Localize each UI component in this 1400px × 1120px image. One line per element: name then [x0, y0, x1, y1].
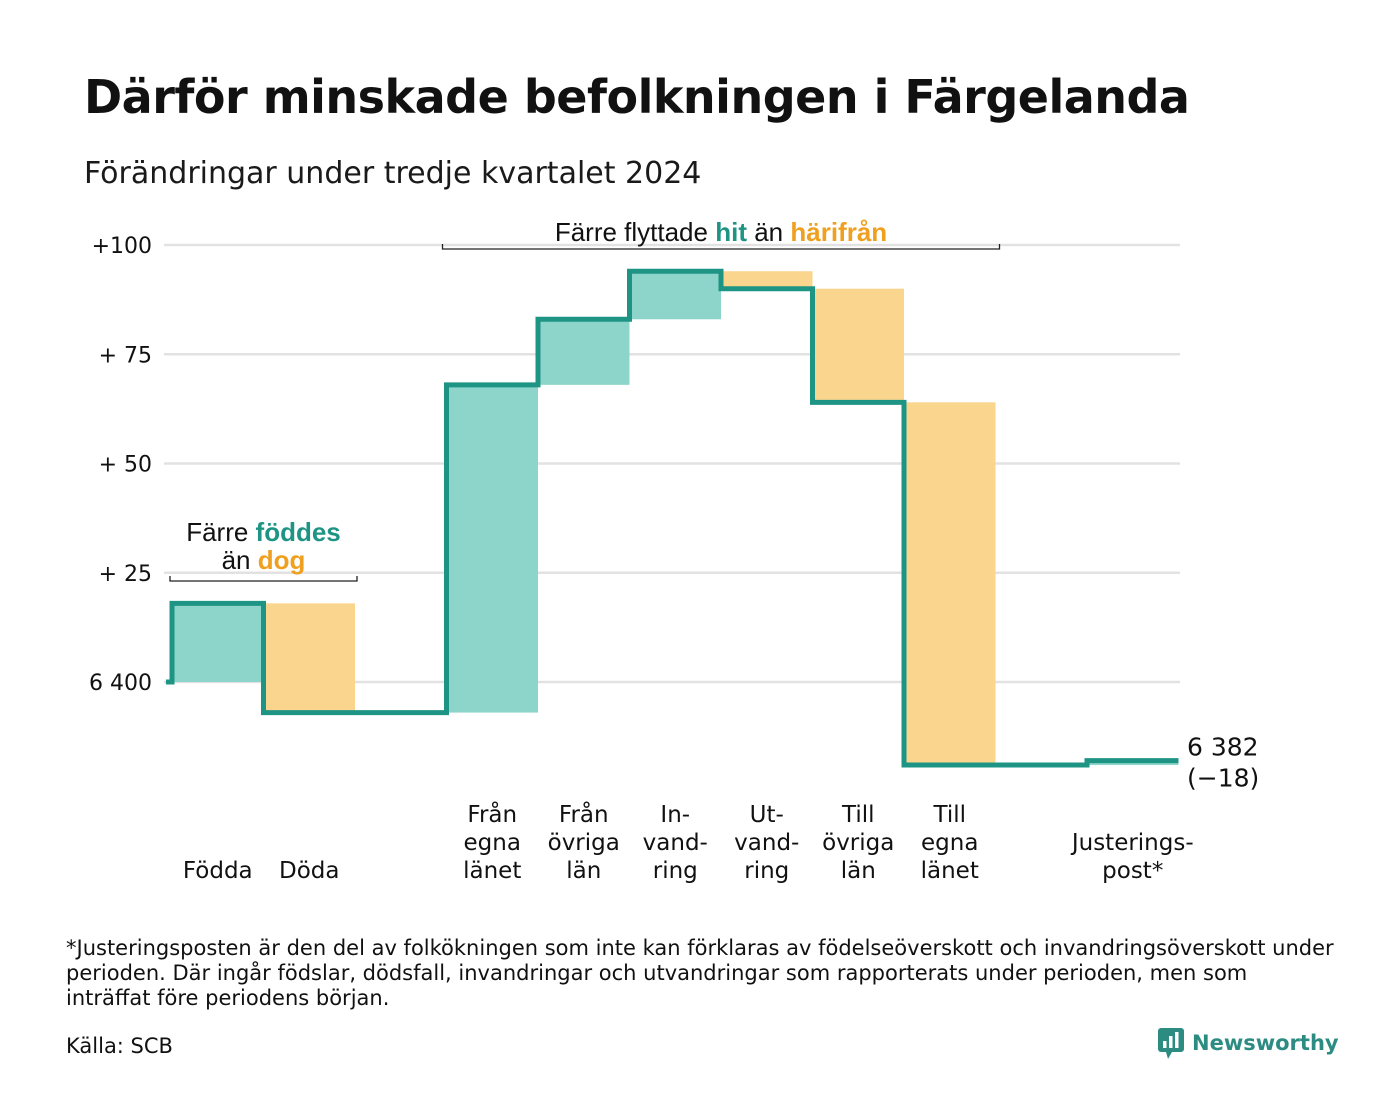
y-tick-label: +100 [92, 234, 152, 259]
bar-increase [538, 319, 630, 385]
category-label: övriga [548, 830, 620, 856]
category-label: länet [463, 858, 521, 884]
category-label: länet [921, 858, 979, 884]
bar-decrease [721, 271, 813, 289]
annotation-text: Färre flyttade hit än härifrån [555, 217, 887, 247]
bar-decrease [904, 402, 996, 766]
category-label: post* [1102, 858, 1163, 884]
y-tick-label: + 75 [99, 343, 152, 368]
footnote: *Justeringsposten är den del av folkökni… [66, 936, 1334, 1010]
y-tick-label: 6 400 [89, 671, 152, 696]
category-label: egna [464, 830, 521, 856]
cumulative-step-line [166, 268, 1179, 768]
annotation-text: Färre föddes [186, 517, 341, 547]
category-label: ring [744, 858, 789, 884]
y-tick-label: + 50 [99, 453, 152, 478]
end-value-label: 6 382 [1187, 733, 1259, 762]
source-credit: Källa: SCB [66, 1034, 173, 1058]
category-label: In- [660, 802, 690, 828]
bar-chart-bubble-icon [1158, 1028, 1184, 1059]
brand-logo: Newsworthy [1158, 1026, 1339, 1060]
brand-name: Newsworthy [1192, 1031, 1339, 1055]
chart-subtitle: Förändringar under tredje kvartalet 2024 [84, 156, 702, 191]
category-label: Justerings- [1070, 830, 1194, 856]
category-label: Från [559, 800, 609, 828]
bar-decrease [263, 603, 355, 713]
category-label: län [566, 858, 601, 884]
category-label: Döda [279, 858, 339, 884]
category-label: vand- [734, 830, 799, 856]
end-change-label: (−18) [1187, 764, 1259, 793]
category-label: Till [841, 802, 875, 828]
category-label: Ut- [750, 802, 784, 828]
category-label: Till [932, 802, 966, 828]
category-label: Från [467, 800, 517, 828]
bar-decrease [812, 288, 904, 403]
category-label: Födda [183, 858, 253, 884]
category-label: ring [653, 858, 698, 884]
y-tick-label: + 25 [99, 562, 152, 587]
category-label: vand- [643, 830, 708, 856]
annotation-text: än dog [222, 545, 306, 575]
annotation-bracket [441, 244, 1001, 250]
category-label: län [841, 858, 876, 884]
bar-increase [446, 384, 538, 713]
chart-title: Därför minskade befolkningen i Färgeland… [84, 70, 1190, 124]
bar-increase [172, 603, 264, 682]
bar-increase [629, 271, 721, 320]
category-label: övriga [822, 830, 894, 856]
category-label: egna [921, 830, 978, 856]
annotation-bracket [169, 576, 358, 582]
